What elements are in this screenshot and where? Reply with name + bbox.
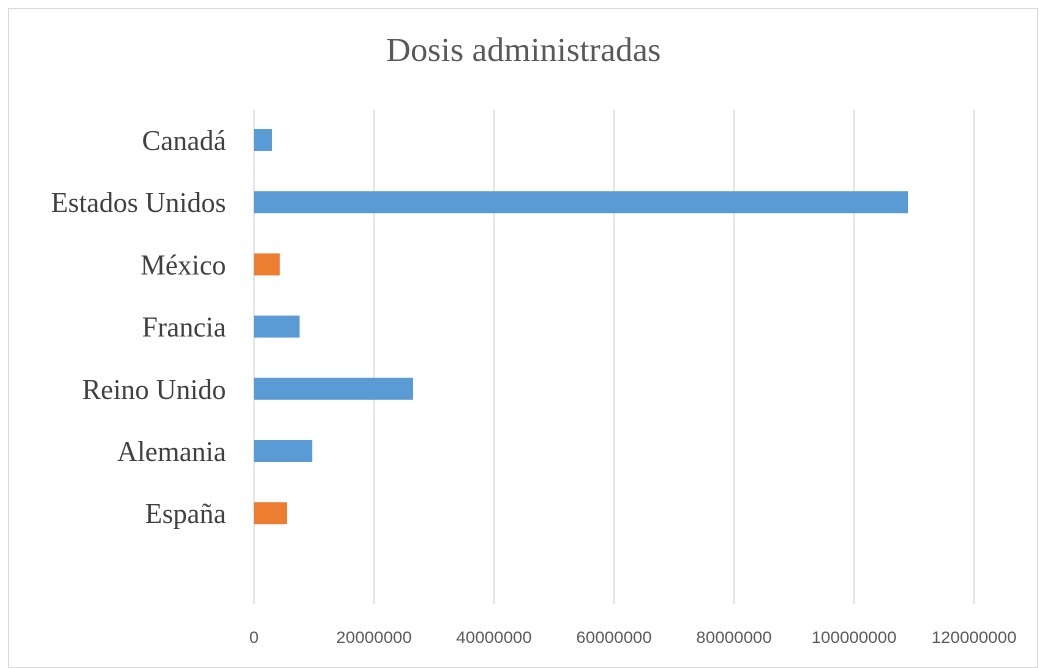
category-label: España (145, 499, 226, 530)
bar (254, 129, 272, 151)
category-labels: Canadá Estados Unidos México Francia Reino U… (51, 126, 227, 530)
x-tick-labels: 0 20000000 40000000 60000000 80000000 1000000… (249, 628, 1016, 647)
bar (254, 315, 300, 338)
x-tick-label: 0 (249, 628, 258, 647)
bar (254, 253, 280, 276)
bar (254, 440, 313, 462)
x-tick-label: 40000000 (456, 628, 532, 647)
x-tick-label: 60000000 (576, 628, 652, 647)
x-tick-label: 100000000 (811, 628, 896, 647)
gridlines (253, 110, 975, 604)
bars (254, 129, 908, 525)
x-tick-label: 120000000 (931, 628, 1016, 647)
category-label: Canadá (142, 126, 227, 157)
x-tick-label: 20000000 (336, 628, 412, 647)
category-label: México (140, 250, 226, 281)
category-label: Francia (142, 313, 227, 344)
x-tick-label: 80000000 (696, 628, 772, 647)
chart-frame (8, 8, 1038, 668)
chart-title: Dosis administradas (386, 32, 661, 69)
bar (254, 502, 287, 525)
bar (254, 377, 413, 400)
category-label: Estados Unidos (51, 188, 226, 219)
category-label: Reino Unido (82, 375, 226, 406)
bar (254, 191, 908, 214)
category-label: Alemania (117, 437, 226, 468)
